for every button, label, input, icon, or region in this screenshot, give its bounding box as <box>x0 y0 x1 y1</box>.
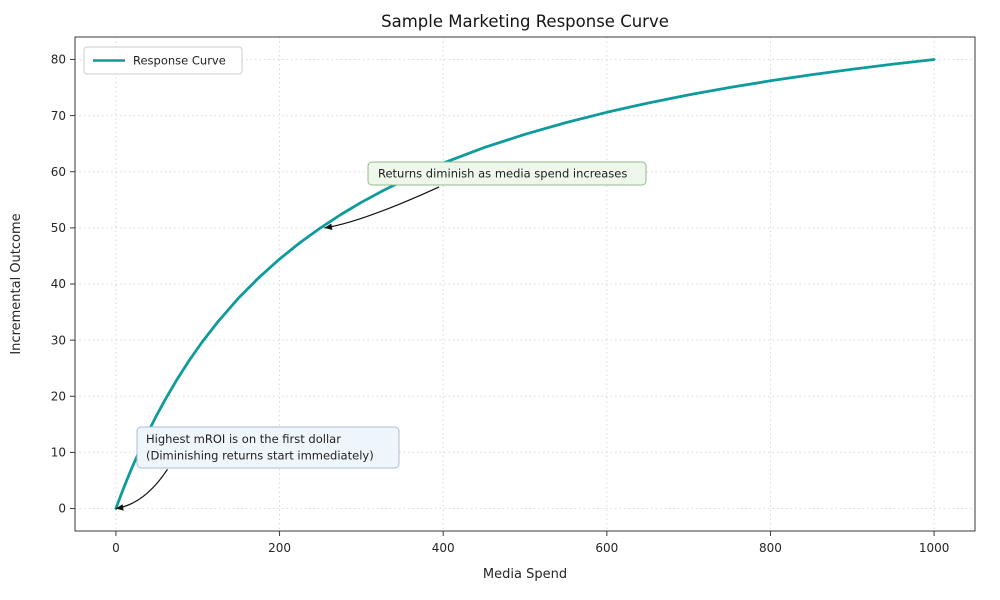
y-tick-label: 80 <box>51 53 66 67</box>
y-tick-label: 20 <box>51 389 66 403</box>
y-axis-label: Incremental Outcome <box>9 213 24 354</box>
grid-and-axes-layer: 0 200 400 600 800 1000 0 10 20 30 40 50 60 70 80 <box>51 36 976 555</box>
x-tick-label: 800 <box>759 541 782 555</box>
annotation-text: Returns diminish as media spend increase… <box>378 167 627 181</box>
annotation-box <box>367 161 647 186</box>
annotation-diminishing-returns: Returns diminish as media spend increase… <box>367 161 647 186</box>
x-tick-label: 200 <box>268 541 291 555</box>
y-tick-label: 0 <box>58 502 66 516</box>
y-tick-label: 70 <box>51 109 66 123</box>
y-tick-label: 30 <box>51 333 66 347</box>
y-tick-label: 40 <box>51 277 66 291</box>
annotation-arrows-layer <box>115 186 440 511</box>
y-tick-label: 10 <box>51 446 66 460</box>
x-tick-label: 0 <box>112 541 120 555</box>
x-axis-label: Media Spend <box>483 567 567 582</box>
x-tick-label: 1000 <box>919 541 950 555</box>
chart-title: Sample Marketing Response Curve <box>381 12 669 31</box>
annotation-arrowhead <box>115 504 124 511</box>
y-tick-label: 50 <box>51 221 66 235</box>
annotation-arrow <box>324 186 440 229</box>
annotation-box <box>136 426 400 469</box>
annotation-highest-mroi: Highest mROI is on the first dollar (Dim… <box>136 426 400 469</box>
x-tick-label: 600 <box>595 541 618 555</box>
annotation-text-line2: (Diminishing returns start immediately) <box>146 449 374 463</box>
legend-label: Response Curve <box>133 54 226 68</box>
x-tick-label: 400 <box>432 541 455 555</box>
legend: Response Curve <box>83 46 243 75</box>
annotation-arrowhead <box>324 223 333 230</box>
y-tick-label: 60 <box>51 165 66 179</box>
legend-box <box>83 46 243 75</box>
annotation-text-line1: Highest mROI is on the first dollar <box>146 432 341 446</box>
